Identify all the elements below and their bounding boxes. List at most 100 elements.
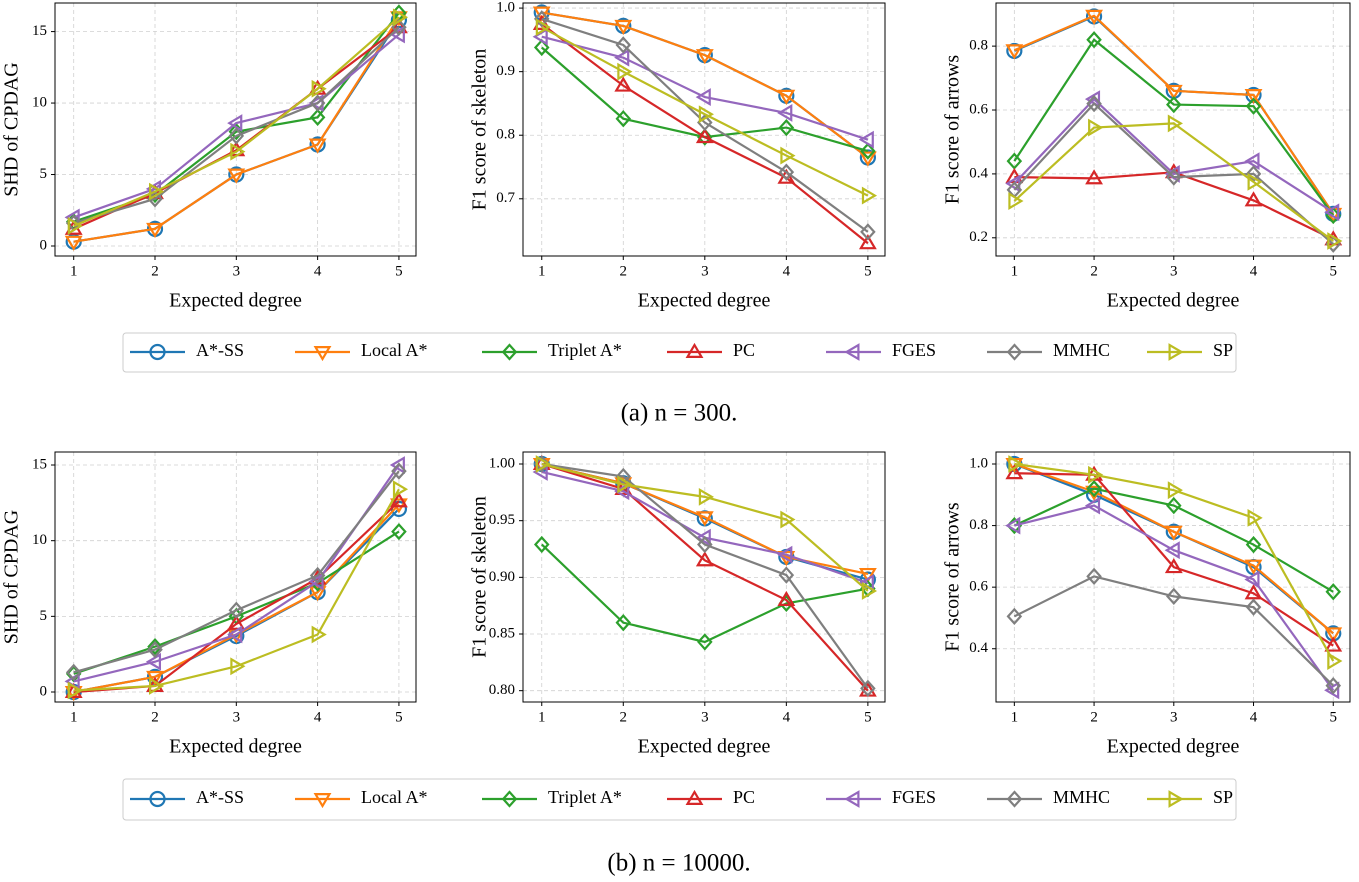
legend-label: SP: [1213, 340, 1233, 360]
data-point: [308, 572, 324, 591]
data-point: [698, 487, 714, 506]
y-tick-label: 0.4: [969, 640, 988, 656]
caption: (a) n = 300.: [621, 400, 738, 427]
x-tick-label: 1: [538, 263, 546, 279]
series-line: [1013, 575, 1335, 687]
data-point: [860, 223, 876, 241]
y-tick-label: 0.6: [969, 101, 988, 117]
data-point: [311, 79, 327, 98]
x-tick-label: 5: [864, 709, 872, 725]
x-axis-label: Expected degree: [1107, 290, 1240, 312]
data-point: [1084, 496, 1101, 515]
data-point: [695, 528, 711, 547]
data-point: [617, 475, 633, 494]
series-line: [541, 23, 869, 245]
data-point: [1005, 516, 1021, 535]
plot-frame: [522, 451, 886, 703]
data-point: [65, 663, 82, 681]
x-tick-label: 3: [701, 263, 709, 279]
data-point: [1244, 570, 1260, 589]
data-point: [227, 114, 243, 132]
data-point: [777, 89, 796, 105]
y-tick-label: 0.9: [496, 63, 515, 79]
y-tick-label: 15: [32, 456, 47, 472]
y-axis-label: SHD of CPDAG: [1, 510, 23, 644]
data-point: [533, 10, 550, 28]
data-point: [147, 640, 163, 659]
data-point: [860, 142, 876, 160]
data-point: [390, 492, 408, 508]
y-tick-label: 5: [40, 166, 48, 182]
data-point: [308, 586, 327, 602]
series-line: [541, 11, 869, 159]
data-point: [145, 652, 162, 671]
data-point: [858, 151, 877, 167]
data-point: [1244, 584, 1263, 600]
legend-marker: [1168, 790, 1184, 808]
data-point: [1244, 191, 1263, 207]
legend-label: MMHC: [1053, 340, 1110, 360]
legend-label: MMHC: [1053, 787, 1110, 807]
data-point: [778, 163, 795, 181]
data-point: [615, 110, 632, 128]
series-line: [541, 462, 869, 692]
data-point: [695, 511, 714, 527]
data-point: [1164, 84, 1183, 101]
series-line: [73, 16, 400, 227]
data-point: [695, 49, 714, 65]
y-tick-label: 1.0: [496, 0, 515, 16]
plot-frame: [522, 2, 886, 257]
data-point: [1325, 677, 1342, 695]
data-point: [1245, 97, 1262, 115]
data-point: [147, 637, 163, 656]
x-tick-label: 4: [1250, 263, 1258, 279]
legend-label: Local A*: [361, 787, 427, 807]
data-point: [695, 127, 714, 144]
data-point: [778, 566, 795, 584]
data-point: [1325, 583, 1342, 601]
series-line: [73, 16, 400, 243]
data-point: [777, 545, 793, 564]
data-point: [695, 551, 714, 567]
data-point: [392, 480, 409, 499]
legend-label: FGES: [892, 340, 936, 360]
series-line: [541, 462, 869, 592]
y-axis-label: F1 score of arrows: [942, 502, 964, 652]
data-point: [858, 567, 877, 584]
legend-marker: [1168, 343, 1184, 361]
x-tick-label: 5: [395, 709, 403, 725]
x-tick-label: 5: [864, 263, 872, 279]
y-tick-label: 1.00: [489, 455, 515, 471]
x-tick-label: 3: [233, 709, 241, 725]
data-point: [698, 105, 714, 124]
data-point: [308, 138, 327, 154]
data-point: [146, 670, 164, 687]
legend-marker: [501, 790, 518, 808]
x-tick-label: 2: [620, 709, 628, 725]
series-line: [541, 462, 869, 690]
data-point: [391, 522, 407, 541]
x-tick-label: 5: [395, 263, 403, 279]
data-point: [861, 186, 878, 205]
data-point: [615, 614, 632, 632]
x-tick-label: 1: [1011, 709, 1019, 725]
data-point: [1088, 465, 1104, 484]
data-point: [1088, 118, 1104, 137]
data-point: [1166, 95, 1182, 114]
data-point: [777, 104, 793, 122]
data-point: [311, 625, 327, 644]
data-point: [1008, 455, 1024, 473]
x-tick-label: 4: [1250, 709, 1258, 725]
legend-label: Local A*: [361, 340, 427, 360]
x-tick-label: 4: [314, 709, 322, 725]
x-tick-label: 5: [1330, 263, 1338, 279]
y-tick-label: 15: [32, 23, 47, 39]
data-point: [309, 108, 326, 126]
legend-label: Triplet A*: [548, 787, 622, 807]
x-axis-label: Expected degree: [169, 290, 302, 312]
data-point: [392, 8, 409, 27]
x-axis-label: Expected degree: [169, 736, 302, 758]
legend-label: A*-SS: [196, 340, 244, 360]
